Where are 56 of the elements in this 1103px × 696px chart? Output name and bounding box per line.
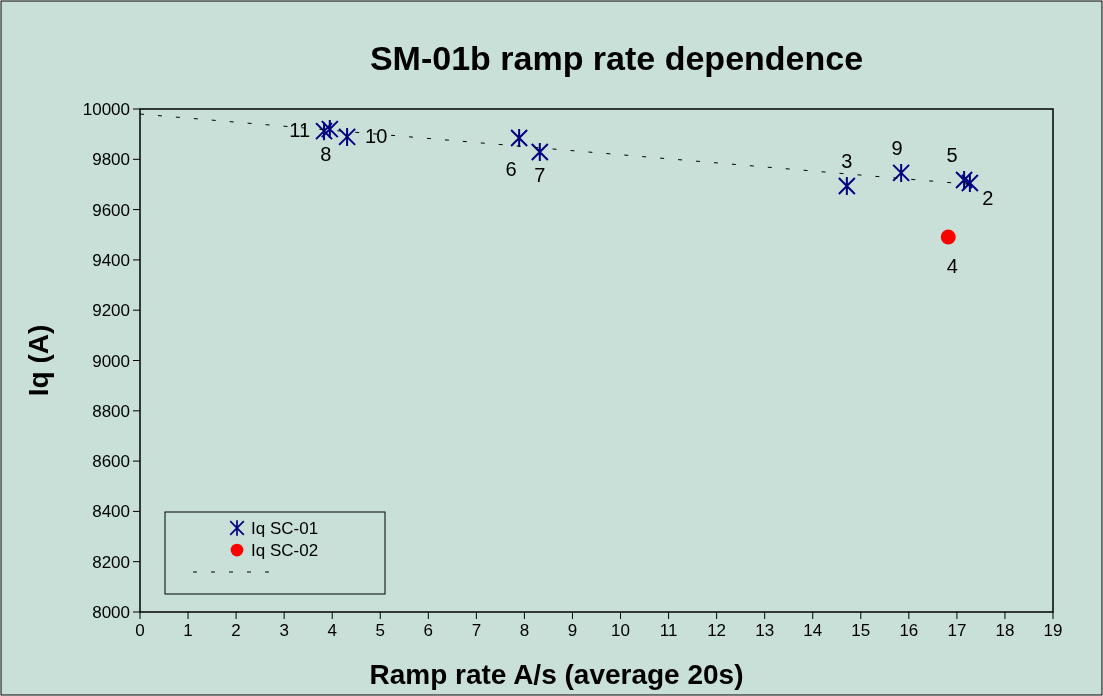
legend-label: Iq SC-02 — [251, 541, 319, 560]
point — [315, 121, 334, 142]
x-tick-label: 3 — [279, 621, 289, 640]
annotation: 6 — [505, 157, 517, 180]
point — [892, 162, 911, 183]
x-tick-label: 7 — [471, 621, 482, 640]
annotation: 4 — [946, 255, 958, 278]
y-tick-label: 8600 — [92, 452, 130, 472]
x-tick-label: 2 — [231, 621, 241, 640]
x-tick-label: 0 — [135, 621, 145, 640]
y-tick-label: 8000 — [92, 603, 130, 622]
point — [955, 169, 974, 190]
annotation: 8 — [320, 143, 332, 166]
point — [530, 142, 549, 163]
y-tick-label: 9600 — [92, 200, 130, 220]
x-tick-label: 6 — [423, 621, 434, 640]
x-tick-label: 12 — [707, 621, 727, 640]
x-tick-label: 16 — [899, 621, 919, 640]
y-tick-label: 8800 — [92, 401, 130, 421]
y-tick-label: 9400 — [92, 250, 130, 270]
annotation: 11 — [289, 119, 311, 142]
x-tick-label: 5 — [375, 621, 385, 640]
point — [338, 126, 357, 147]
y-tick-label: 9800 — [92, 150, 130, 170]
x-tick-label: 17 — [947, 621, 967, 640]
x-tick-label: 15 — [851, 621, 871, 640]
annotation: 3 — [841, 149, 853, 172]
chart-title: SM-01b ramp rate dependence — [369, 39, 864, 77]
point — [320, 119, 339, 140]
point — [940, 229, 956, 245]
y-axis-title: Iq (A) — [23, 324, 54, 397]
y-tick-label: 9200 — [92, 301, 130, 321]
y-tick-label: 8400 — [92, 502, 130, 522]
y-tick-label: 10000 — [82, 100, 130, 119]
x-axis-title: Ramp rate A/s (average 20s) — [369, 659, 744, 690]
x-tick-label: 11 — [659, 621, 678, 640]
y-tick-label: 9000 — [92, 351, 130, 371]
x-tick-label: 9 — [567, 621, 578, 640]
x-tick-label: 18 — [995, 621, 1015, 640]
x-tick-label: 19 — [1043, 621, 1063, 640]
annotation: 10 — [365, 124, 388, 147]
x-tick-label: 4 — [327, 621, 337, 640]
x-tick-label: 13 — [755, 621, 775, 640]
x-tick-label: 1 — [183, 621, 193, 640]
annotation: 5 — [946, 143, 958, 166]
x-tick-label: 10 — [611, 621, 630, 640]
annotation: 2 — [982, 186, 994, 209]
x-tick-label: 14 — [803, 621, 823, 640]
legend-label: Iq SC-01 — [251, 519, 319, 538]
annotation: 7 — [534, 164, 546, 187]
point — [510, 127, 529, 148]
x-tick-label: 8 — [519, 621, 530, 640]
annotation: 9 — [891, 136, 903, 159]
y-tick-label: 8200 — [92, 552, 130, 572]
point — [960, 172, 979, 193]
point — [837, 175, 856, 196]
